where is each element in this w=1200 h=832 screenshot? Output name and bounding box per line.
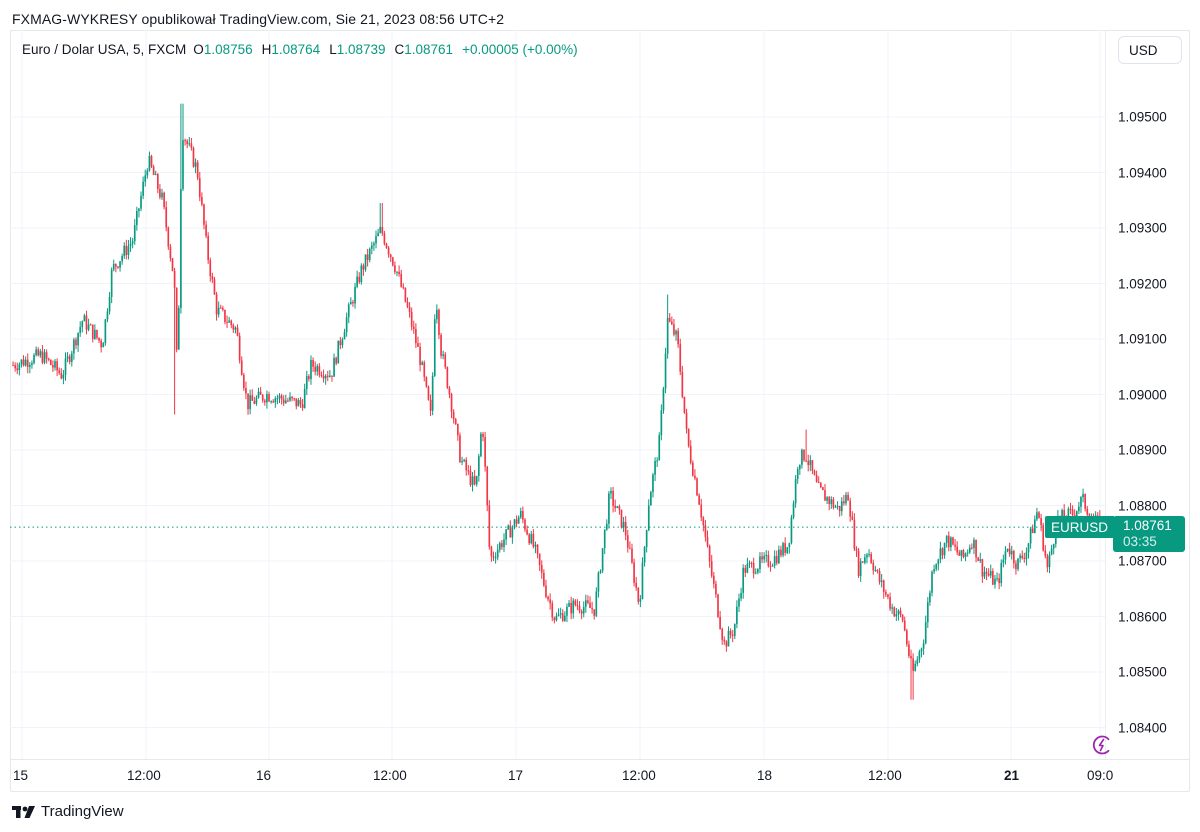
time-tick-label: 12:00: [622, 768, 656, 783]
price-tick-label: 1.09200: [1118, 276, 1167, 291]
legend-close-value: 1.08761: [404, 42, 454, 57]
tradingview-brand: TradingView: [41, 803, 124, 820]
bar-countdown: 03:35: [1123, 534, 1157, 549]
lightning-bolt-icon[interactable]: [1091, 734, 1113, 756]
price-axis[interactable]: 1.09500 1.09400 1.09300 1.09200 1.09100 1.090…: [1105, 30, 1190, 759]
price-tick-label: 1.09500: [1118, 109, 1167, 125]
time-tick-label: 18: [757, 768, 773, 783]
legend-open-value: 1.08756: [203, 42, 253, 57]
price-tick-label: 1.08400: [1118, 720, 1167, 735]
legend-high-label: H: [261, 42, 272, 57]
time-tick-label: 21: [1004, 768, 1020, 783]
time-tick-label: 12:00: [868, 768, 902, 783]
candlestick-chart: [10, 30, 1105, 759]
symbol-price-label: EURUSD: [1045, 516, 1115, 538]
chart-frame: [10, 30, 1190, 792]
time-tick-label: 17: [508, 768, 524, 783]
tradingview-logo-icon: [12, 805, 35, 818]
chart-plot-area[interactable]: [10, 30, 1105, 759]
time-tick-label: 12:00: [127, 768, 161, 783]
price-tick-label: 1.09000: [1118, 387, 1167, 402]
price-tick-label: 1.08600: [1118, 609, 1167, 624]
publish-info: FXMAG-WYKRESY opublikował TradingView.co…: [12, 11, 505, 27]
currency-button[interactable]: USD: [1118, 36, 1182, 64]
legend-change: +0.00005 (+0.00%): [462, 42, 578, 57]
legend-high-value: 1.08764: [271, 42, 321, 57]
price-tick-label: 1.09100: [1118, 331, 1167, 347]
last-price-value: 1.08761: [1123, 518, 1172, 533]
time-tick-label: 16: [256, 768, 272, 783]
price-tick-label: 1.09300: [1118, 220, 1167, 236]
legend-low-label: L: [329, 42, 337, 57]
price-tick-label: 1.08800: [1118, 498, 1167, 513]
legend-low-value: 1.08739: [336, 42, 386, 57]
price-tick-label: 1.08900: [1118, 442, 1167, 458]
legend-open-label: O: [193, 42, 204, 57]
legend-symbol[interactable]: Euro / Dolar USA, 5, FXCM: [22, 42, 187, 57]
time-tick-label: 12:00: [373, 768, 407, 783]
time-tick-label: 15: [13, 768, 29, 783]
chart-legend: Euro / Dolar USA, 5, FXCM O 1.08756 H 1.08…: [22, 42, 578, 57]
time-axis[interactable]: 15 12:00 16 12:00 17 12:00 18 12:00 21 09:0: [10, 759, 1190, 792]
tradingview-footer: TradingView: [12, 803, 124, 820]
price-tick-label: 1.08700: [1118, 553, 1167, 569]
last-price-label: 1.08761 03:35: [1113, 516, 1185, 552]
price-tick-label: 1.08500: [1118, 664, 1167, 680]
time-tick-label: 09:0: [1087, 768, 1114, 783]
price-tick-label: 1.09400: [1118, 165, 1167, 180]
legend-close-label: C: [394, 42, 405, 57]
